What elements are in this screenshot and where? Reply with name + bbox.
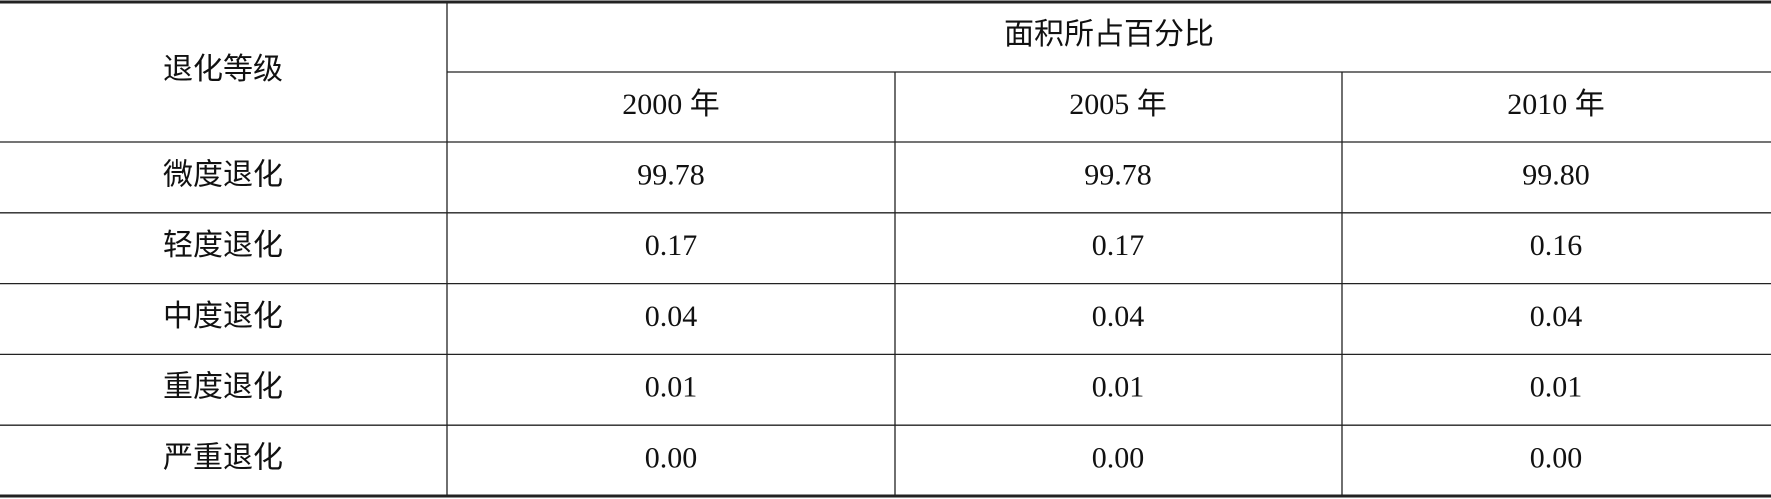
cell: 0.00 bbox=[1092, 441, 1145, 474]
row-label: 重度退化 bbox=[163, 371, 283, 404]
cell: 0.04 bbox=[645, 300, 698, 333]
cell: 99.78 bbox=[1084, 158, 1152, 191]
cell: 0.01 bbox=[1092, 371, 1145, 404]
year-header: 2010 年 bbox=[1507, 88, 1605, 121]
cell: 0.00 bbox=[645, 441, 698, 474]
year-header: 2000 年 bbox=[622, 88, 720, 121]
cell: 0.01 bbox=[1530, 371, 1583, 404]
row-label: 轻度退化 bbox=[163, 229, 283, 262]
year-header: 2005 年 bbox=[1069, 88, 1167, 121]
cell: 0.00 bbox=[1530, 441, 1583, 474]
row-label: 严重退化 bbox=[163, 441, 283, 474]
row-label: 微度退化 bbox=[163, 158, 283, 191]
cell: 99.78 bbox=[637, 158, 705, 191]
row-header: 退化等级 bbox=[163, 53, 283, 86]
cell: 99.80 bbox=[1522, 158, 1590, 191]
cell: 0.01 bbox=[645, 371, 698, 404]
cell: 0.17 bbox=[645, 229, 698, 262]
cell: 0.04 bbox=[1092, 300, 1145, 333]
cell: 0.16 bbox=[1530, 229, 1583, 262]
cell: 0.17 bbox=[1092, 229, 1145, 262]
group-header: 面积所占百分比 bbox=[1004, 18, 1214, 51]
cell: 0.04 bbox=[1530, 300, 1583, 333]
row-label: 中度退化 bbox=[163, 300, 283, 333]
